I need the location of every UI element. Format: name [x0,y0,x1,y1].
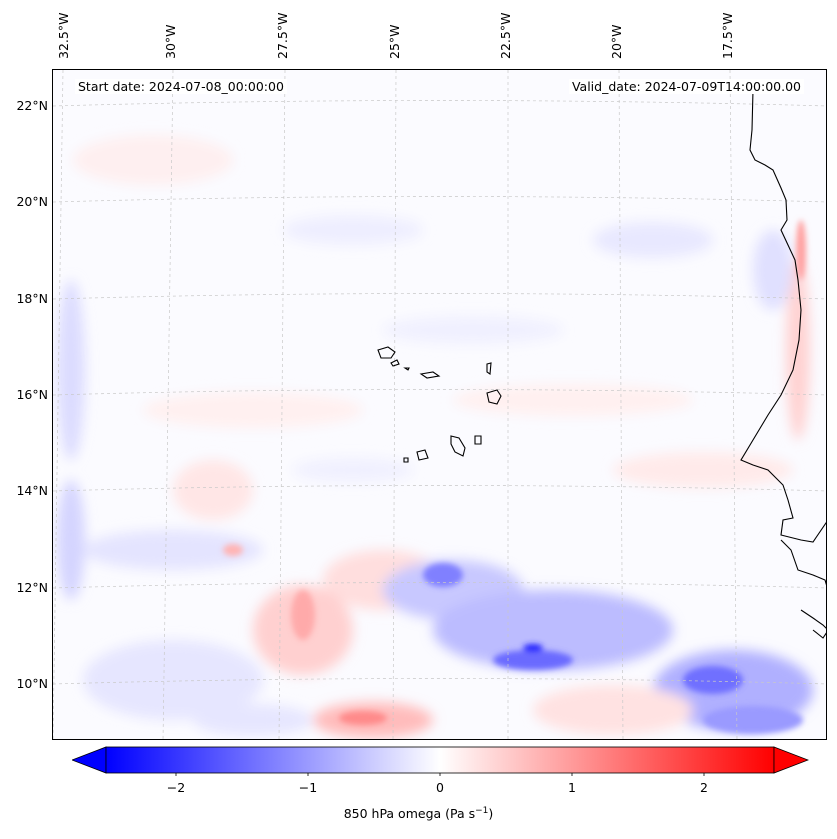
island-sao-nicolau [419,371,441,379]
map-panel: Start date: 2024-07-08_00:00:00 Valid_da… [52,69,827,740]
colorbar-tick-minus1: −1 [298,780,318,795]
lat-label-18n: 18°N [16,291,48,306]
lon-label-17-5w: 17.5°W [720,12,735,59]
lat-label-14n: 14°N [16,483,48,498]
lon-label-27-5w: 27.5°W [275,12,290,59]
colorbar-gradient [105,746,775,774]
island-brava [403,457,409,463]
island-sal [486,362,492,375]
island-santa-luzia [403,367,410,371]
africa-coastline [740,89,826,543]
lat-label-20n: 20°N [16,194,48,209]
valid-date-label: Valid_date: 2024-07-09T14:00:00.00 [568,79,804,94]
colorbar-extend-min [72,746,107,774]
lat-label-12n: 12°N [16,580,48,595]
lon-label-20w: 20°W [609,24,624,59]
island-fogo [416,449,429,461]
coastlines [377,89,826,639]
colorbar-tick-minus2: −2 [166,780,186,795]
island-santiago [450,435,466,457]
island-boa-vista [486,389,502,405]
lon-label-22-5w: 22.5°W [498,12,513,59]
colorbar [72,746,809,776]
colorbar-label: 850 hPa omega (Pa s−1) [343,806,494,822]
island-santo-antao [377,346,396,359]
lon-label-25w: 25°W [387,24,402,59]
colorbar-extend-max [773,746,809,774]
lat-label-16n: 16°N [16,387,48,402]
lon-label-30w: 30°W [163,24,178,59]
island-sao-vicente [390,359,400,367]
graticule [53,70,826,739]
colorbar-tick-0: 0 [436,780,444,795]
colorbar-ticks [175,773,705,776]
omega-shading [57,135,813,738]
colorbar-tick-2: 2 [700,780,708,795]
colorbar-tick-1: 1 [568,780,576,795]
lon-label-32-5w: 32.5°W [56,12,71,59]
start-date-label: Start date: 2024-07-08_00:00:00 [75,79,287,94]
omega-field-map [53,70,826,739]
lat-label-22n: 22°N [16,98,48,113]
island-maio [474,435,482,445]
lat-label-10n: 10°N [16,676,48,691]
